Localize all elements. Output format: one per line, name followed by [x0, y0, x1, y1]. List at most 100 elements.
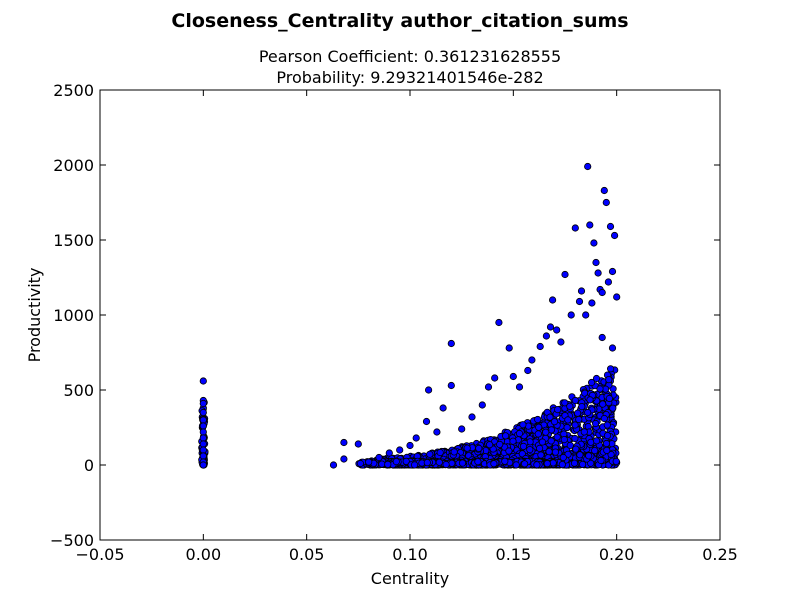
- scatter-point: [584, 162, 592, 171]
- scatter-point: [396, 446, 404, 454]
- scatter-point: [199, 446, 207, 454]
- scatter-point: [501, 457, 509, 465]
- scatter-point: [496, 440, 504, 448]
- scatter-point: [524, 366, 532, 375]
- scatter-point: [538, 438, 547, 446]
- scatter-point: [549, 459, 557, 467]
- scatter-point: [505, 344, 513, 352]
- scatter-point: [458, 425, 466, 433]
- chart-suptitle: Closeness_Centrality author_citation_sum…: [171, 10, 628, 32]
- scatter-point: [378, 460, 386, 468]
- scatter-point: [490, 460, 498, 468]
- scatter-point: [412, 434, 420, 442]
- scatter-point: [520, 460, 529, 468]
- scatter-point: [478, 401, 486, 409]
- scatter-point: [598, 333, 606, 342]
- scatter-point: [592, 258, 600, 267]
- scatter-point: [458, 459, 467, 467]
- scatter-point: [577, 287, 586, 295]
- scatter-point: [606, 365, 615, 373]
- scatter-point: [584, 408, 592, 417]
- scatter-point: [447, 381, 455, 390]
- scatter-point: [463, 444, 471, 452]
- scatter-point: [578, 460, 587, 468]
- scatter-point: [436, 448, 444, 457]
- scatter-point: [597, 456, 605, 465]
- scatter-point: [535, 423, 543, 431]
- scatter-point: [199, 399, 207, 408]
- scatter-point: [402, 457, 410, 465]
- scatter-point: [596, 385, 604, 393]
- y-tick-label: 0: [84, 456, 94, 475]
- scatter-point: [607, 450, 615, 459]
- scatter-point: [484, 383, 493, 391]
- y-tick-label: 1500: [53, 231, 94, 250]
- scatter-point: [450, 448, 458, 456]
- scatter-point: [537, 451, 545, 459]
- scatter-point: [485, 441, 494, 449]
- scatter-point: [580, 428, 588, 436]
- scatter-point: [515, 383, 524, 391]
- scatter-point: [575, 297, 584, 306]
- scatter-point: [519, 421, 527, 429]
- scatter-point: [608, 344, 617, 352]
- scatter-point: [613, 293, 621, 301]
- scatter-point: [551, 448, 560, 456]
- scatter-point: [354, 440, 362, 448]
- scatter-point: [534, 430, 542, 438]
- scatter-point: [553, 326, 561, 334]
- scatter-point: [588, 299, 596, 307]
- scatter-point: [558, 460, 566, 469]
- scatter-point: [606, 222, 615, 231]
- scatter-point: [603, 421, 611, 429]
- scatter-point: [365, 458, 373, 466]
- scatter-point: [424, 386, 433, 394]
- x-tick-label: −0.05: [75, 545, 124, 564]
- scatter-point: [535, 444, 544, 452]
- scatter-point: [410, 461, 419, 469]
- scatter-point: [515, 429, 524, 438]
- scatter-point: [587, 438, 595, 446]
- scatter-point: [512, 461, 520, 469]
- scatter-point: [519, 442, 528, 450]
- scatter-point: [559, 453, 567, 462]
- scatter-point: [340, 438, 348, 447]
- scatter-point: [528, 356, 536, 364]
- scatter-point: [199, 434, 207, 442]
- scatter-point: [573, 409, 582, 417]
- y-axis-ticks: −500 0 500 1000 1500 2000 2500: [50, 81, 720, 550]
- scatter-point: [468, 413, 476, 421]
- scatter-point: [546, 413, 554, 421]
- scatter-point: [475, 444, 483, 452]
- scatter-point: [576, 451, 584, 459]
- scatter-point: [384, 460, 392, 468]
- scatter-point: [474, 458, 482, 466]
- scatter-point: [603, 431, 612, 440]
- x-tick-label: 0.05: [289, 545, 325, 564]
- scatter-point: [571, 421, 579, 429]
- scatter-point: [548, 296, 557, 304]
- x-tick-label: 0.20: [599, 545, 635, 564]
- scatter-point: [582, 311, 590, 319]
- scatter-point: [590, 239, 598, 247]
- scatter-point: [608, 267, 617, 276]
- scatter-point: [199, 377, 207, 385]
- scatter-point: [375, 453, 383, 462]
- scatter-point: [356, 459, 364, 468]
- scatter-point: [392, 457, 400, 466]
- scatter-point: [561, 270, 569, 279]
- scatter-point: [560, 435, 568, 444]
- y-tick-label: −500: [50, 531, 94, 550]
- scatter-point: [572, 445, 580, 453]
- y-tick-label: 1000: [53, 306, 94, 325]
- scatter-point: [591, 419, 600, 428]
- scatter-point: [561, 399, 569, 407]
- scatter-point: [586, 221, 594, 229]
- scatter-point: [566, 402, 574, 410]
- scatter-point: [542, 332, 551, 340]
- scatter-point: [385, 449, 393, 457]
- y-axis-label: Productivity: [25, 268, 44, 363]
- scatter-point: [605, 375, 613, 384]
- y-tick-label: 500: [63, 381, 94, 400]
